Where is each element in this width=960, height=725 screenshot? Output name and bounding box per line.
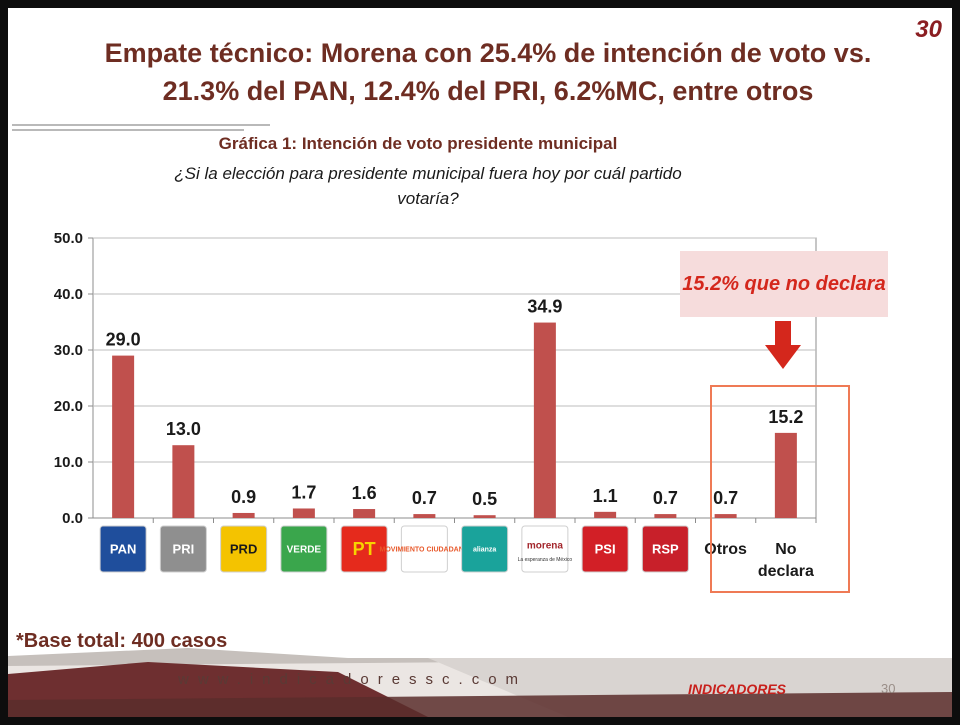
base-note: *Base total: 400 casos <box>16 630 228 652</box>
data-label: 29.0 <box>106 330 141 350</box>
slide: 30 Empate técnico: Morena con 25.4% de i… <box>8 8 952 717</box>
footer-page-number: 30 <box>881 681 896 696</box>
bar-chart: 0.0 10.0 20.0 30.0 40.0 50.0 29.0 PAN 13.0 PRI 0.9… <box>54 230 817 580</box>
category-logo-label: PRD <box>230 541 257 556</box>
category-label: No <box>775 541 797 558</box>
headline: Empate técnico: Morena con 25.4% de inte… <box>48 34 928 111</box>
category-logo-label: alianza <box>473 546 496 553</box>
category-logo-label: PRI <box>173 541 195 556</box>
bar <box>714 514 737 518</box>
page-number: 30 <box>915 16 942 43</box>
y-tick-label: 10.0 <box>54 454 83 471</box>
pri-logo-icon <box>159 525 207 573</box>
category-logo-label: MOVIMIENTO CIUDADANO <box>380 546 470 553</box>
category-logo-sublabel: La esperanza de México <box>518 557 573 563</box>
data-label: 15.2 <box>768 407 803 427</box>
data-label: 1.1 <box>593 486 618 506</box>
bar <box>774 432 797 518</box>
y-tick-label: 0.0 <box>62 510 83 527</box>
bar <box>292 508 315 518</box>
pan-logo-icon <box>99 525 147 573</box>
data-label: 0.7 <box>713 488 738 508</box>
morena-logo-icon <box>521 525 569 573</box>
category-label: Otros <box>704 541 747 558</box>
category-logo-label: PT <box>353 539 376 559</box>
divider-rule <box>12 124 270 126</box>
divider-rule <box>12 129 244 131</box>
bar <box>473 515 496 518</box>
pt-logo-icon <box>340 525 388 573</box>
data-label: 34.9 <box>527 297 562 317</box>
category-logo-label: PSI <box>595 541 616 556</box>
question-line-1: ¿Si la elección para presidente municipa… <box>174 164 682 183</box>
survey-question: ¿Si la elección para presidente municipa… <box>118 162 738 211</box>
category-label: declara <box>758 563 814 580</box>
category-logo-label: RSP <box>652 541 679 556</box>
no-declara-callout: 15.2% que no declara <box>680 251 888 317</box>
headline-line-1: Empate técnico: Morena con 25.4% de inte… <box>104 38 872 68</box>
alianza-logo-icon <box>461 525 509 573</box>
bar <box>654 514 677 518</box>
data-label: 0.5 <box>472 489 497 509</box>
data-label: 1.7 <box>291 482 316 502</box>
bar <box>353 509 376 518</box>
y-tick-label: 40.0 <box>54 286 83 303</box>
movimiento-ciudadano-logo-icon <box>400 525 448 573</box>
rsp-logo-icon <box>641 525 689 573</box>
bar <box>232 512 255 518</box>
data-label: 0.7 <box>653 488 678 508</box>
bar <box>533 322 556 518</box>
category-logo-label: PAN <box>110 541 136 556</box>
y-tick-label: 50.0 <box>54 230 83 247</box>
footer-brand-logo: INDICADORES <box>688 681 787 697</box>
prd-logo-icon <box>220 525 268 573</box>
data-label: 13.0 <box>166 419 201 439</box>
y-tick-label: 20.0 <box>54 398 83 415</box>
bar <box>112 355 135 518</box>
psi-logo-icon <box>581 525 629 573</box>
question-line-2: votaría? <box>397 188 459 208</box>
verde-logo-icon <box>280 525 328 573</box>
chart-subtitle: Gráfica 1: Intención de voto presidente … <box>218 134 618 153</box>
category-logo-label: morena <box>527 540 564 551</box>
footer-website: www.indicadoressc.com <box>178 671 528 688</box>
down-arrow-icon <box>765 321 801 369</box>
headline-line-2: 21.3% del PAN, 12.4% del PRI, 6.2%MC, en… <box>162 76 814 107</box>
bar <box>594 511 617 518</box>
data-label: 0.7 <box>412 488 437 508</box>
no-declara-highlight-box <box>710 385 850 593</box>
category-logo-label: VERDE <box>287 544 322 555</box>
bar <box>172 445 195 518</box>
data-label: 0.9 <box>231 487 256 507</box>
y-tick-label: 30.0 <box>54 342 83 359</box>
data-label: 1.6 <box>352 483 377 503</box>
bar <box>413 514 436 518</box>
footer-band <box>8 648 952 717</box>
